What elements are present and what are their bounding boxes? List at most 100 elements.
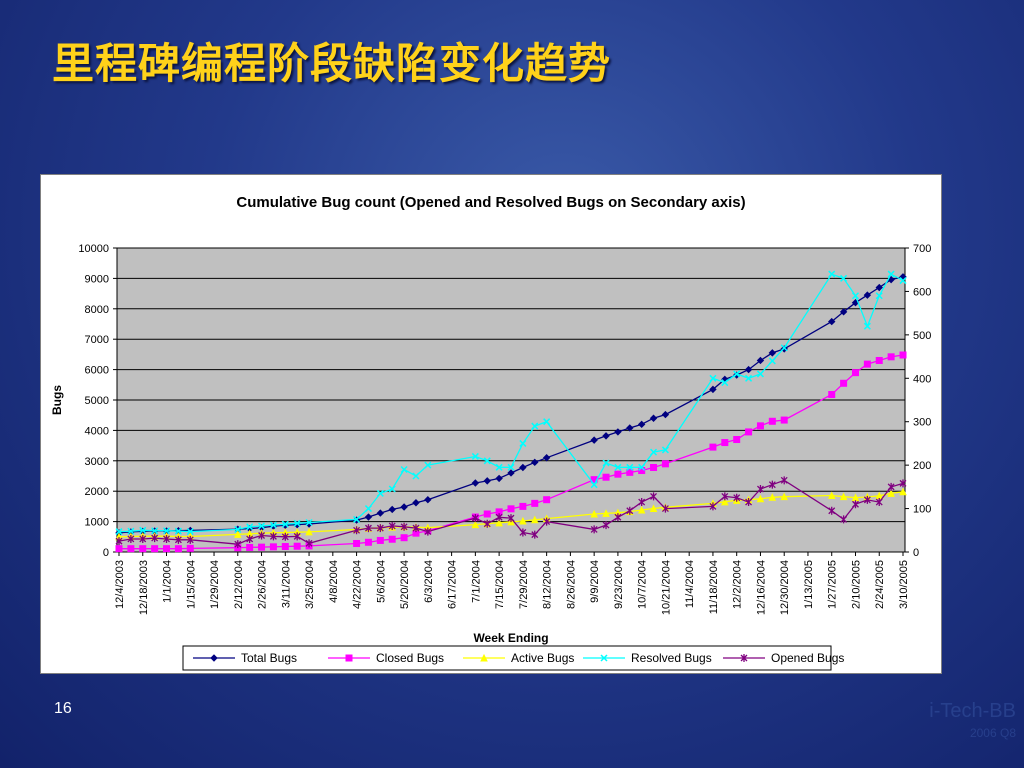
y-tick-label: 5000 — [85, 395, 109, 407]
data-point-resolved-bugs — [495, 463, 503, 471]
data-point-closed-bugs — [614, 470, 622, 478]
data-point-closed-bugs — [756, 422, 764, 430]
data-point-closed-bugs — [828, 391, 836, 399]
y2-tick-label: 400 — [913, 373, 931, 385]
data-point-closed-bugs — [602, 473, 610, 481]
data-point-total-bugs — [507, 469, 515, 477]
data-point-opened-bugs — [602, 521, 610, 530]
data-point-opened-bugs — [531, 530, 539, 539]
legend-label-active-bugs: Active Bugs — [511, 651, 574, 665]
x-tick-label: 1/1/2004 — [162, 560, 174, 603]
data-point-closed-bugs — [127, 545, 135, 553]
data-point-closed-bugs — [721, 439, 729, 447]
data-point-resolved-bugs — [471, 452, 479, 460]
data-point-active-bugs — [471, 520, 480, 529]
x-tick-label: 5/20/2004 — [399, 560, 411, 609]
data-point-opened-bugs — [293, 532, 301, 541]
data-point-resolved-bugs — [899, 277, 907, 285]
data-point-resolved-bugs — [768, 357, 776, 365]
data-point-total-bugs — [875, 283, 883, 292]
data-point-total-bugs — [614, 428, 622, 436]
y-axis-label: Bugs — [50, 385, 64, 415]
y-tick-label: 10000 — [78, 243, 109, 255]
data-point-resolved-bugs — [745, 374, 753, 382]
data-point-resolved-bugs — [531, 422, 539, 430]
data-point-opened-bugs — [852, 500, 859, 509]
watermark-line-1: i-Tech-BB — [929, 700, 1016, 722]
data-point-opened-bugs — [721, 492, 729, 501]
y2-tick-label: 300 — [913, 417, 931, 429]
x-tick-label: 12/30/2004 — [779, 560, 791, 615]
data-point-opened-bugs — [543, 517, 551, 526]
data-point-resolved-bugs — [412, 472, 420, 480]
data-point-opened-bugs — [626, 506, 634, 515]
data-point-opened-bugs — [281, 532, 289, 541]
y-tick-label: 2000 — [85, 486, 109, 498]
x-tick-label: 5/6/2004 — [375, 560, 387, 603]
data-point-resolved-bugs — [780, 344, 788, 352]
x-tick-label: 9/23/2004 — [613, 560, 625, 609]
data-point-active-bugs — [649, 504, 658, 513]
data-point-closed-bugs — [293, 542, 301, 550]
data-point-opened-bugs — [899, 479, 907, 488]
data-point-active-bugs — [495, 518, 503, 527]
x-tick-label: 11/18/2004 — [708, 560, 720, 614]
data-point-closed-bugs — [887, 353, 895, 361]
data-point-resolved-bugs — [519, 439, 527, 447]
data-point-total-bugs — [661, 410, 670, 419]
data-point-active-bugs — [827, 491, 836, 499]
data-point-resolved-bugs — [661, 446, 669, 454]
data-point-total-bugs — [863, 291, 872, 299]
data-point-opened-bugs — [258, 531, 266, 540]
legend-label-closed-bugs: Closed Bugs — [376, 651, 444, 665]
y2-tick-label: 600 — [913, 286, 931, 298]
data-point-closed-bugs — [400, 534, 408, 542]
data-point-closed-bugs — [745, 428, 753, 436]
data-point-total-bugs — [590, 436, 598, 444]
data-point-closed-bugs — [733, 436, 741, 444]
data-point-total-bugs — [768, 349, 777, 357]
x-tick-label: 12/18/2003 — [138, 560, 150, 615]
data-point-active-bugs — [887, 489, 895, 497]
data-point-resolved-bugs — [364, 505, 372, 513]
data-point-opened-bugs — [661, 504, 669, 513]
data-point-resolved-bugs — [756, 370, 764, 378]
data-point-active-bugs — [839, 492, 848, 501]
data-point-resolved-bugs — [638, 463, 646, 471]
data-point-closed-bugs — [364, 538, 372, 546]
data-point-opened-bugs — [127, 534, 135, 543]
x-tick-label: 10/21/2004 — [660, 560, 672, 615]
data-point-opened-bugs — [151, 534, 159, 543]
legend-marker-closed-bugs — [345, 654, 353, 662]
data-point-resolved-bugs — [721, 379, 729, 387]
data-point-resolved-bugs — [281, 520, 289, 528]
data-point-resolved-bugs — [840, 274, 848, 282]
data-point-total-bugs — [839, 308, 848, 316]
y-tick-label: 8000 — [85, 304, 109, 316]
data-point-opened-bugs — [768, 480, 776, 489]
data-point-active-bugs — [530, 515, 539, 524]
data-point-closed-bugs — [899, 351, 907, 359]
data-point-total-bugs — [519, 463, 527, 472]
data-point-opened-bugs — [115, 537, 123, 546]
x-tick-label: 7/29/2004 — [518, 560, 530, 609]
x-axis-label: Week Ending — [473, 631, 548, 645]
data-point-active-bugs — [721, 497, 729, 506]
y-tick-label: 4000 — [85, 425, 109, 437]
x-tick-label: 6/17/2004 — [447, 560, 459, 609]
data-point-opened-bugs — [471, 514, 479, 523]
data-point-opened-bugs — [650, 492, 658, 501]
data-point-total-bugs — [471, 479, 480, 487]
x-tick-label: 1/27/2005 — [827, 560, 839, 609]
data-point-closed-bugs — [519, 502, 527, 510]
data-point-opened-bugs — [269, 532, 277, 541]
data-point-total-bugs — [424, 496, 432, 504]
data-point-opened-bugs — [733, 493, 741, 502]
data-point-closed-bugs — [531, 499, 539, 507]
data-point-resolved-bugs — [863, 322, 871, 330]
data-point-closed-bugs — [768, 417, 776, 425]
x-tick-label: 1/15/2004 — [185, 560, 197, 609]
data-point-active-bugs — [780, 492, 789, 501]
x-tick-label: 2/24/2005 — [874, 560, 886, 609]
data-point-opened-bugs — [353, 526, 361, 535]
